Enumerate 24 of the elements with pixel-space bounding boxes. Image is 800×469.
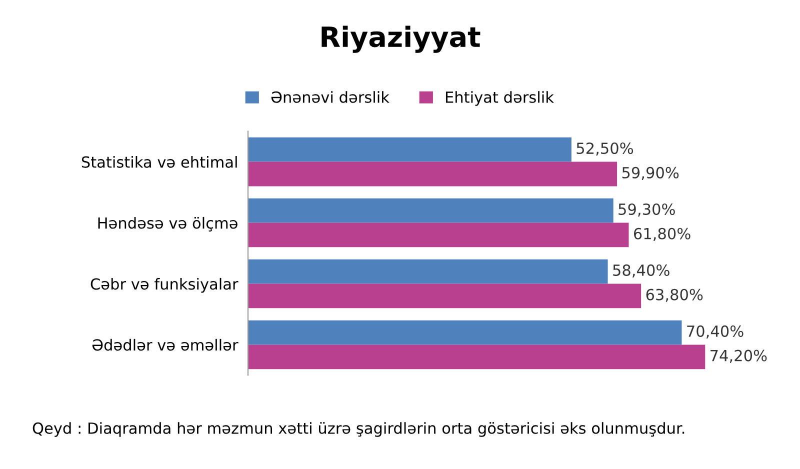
bar — [248, 222, 629, 248]
y-tick-label: Ədədlər və əməllər — [92, 338, 238, 351]
data-label: 63,80% — [646, 288, 703, 302]
data-label: 58,40% — [613, 264, 670, 278]
data-label: 74,20% — [710, 350, 767, 363]
text: Qeyd : Diaqramda hər məzmun xətti üzrə şagirdlərin orta göstəricisi əks olunmuşdur. — [32, 422, 684, 437]
bar — [248, 320, 682, 345]
bar — [248, 162, 618, 186]
data-label: 59,90% — [622, 166, 679, 180]
y-tick-label: Statistika və ehtimal — [82, 156, 237, 168]
bar — [248, 137, 572, 162]
bar — [248, 259, 608, 284]
data-label: 59,30% — [618, 203, 675, 217]
bar — [248, 198, 614, 223]
data-label: 52,50% — [576, 142, 634, 156]
data-label: 61,80% — [634, 228, 690, 241]
bar — [248, 284, 642, 308]
bar — [248, 344, 706, 370]
legend-label: Ehtiyat dərslik — [446, 91, 554, 106]
y-tick-label: Həndəsə və ölçmə — [98, 216, 238, 232]
legend-label: Ənənəvi dərslik — [271, 91, 390, 103]
y-tick-label: Cəbr və funksiyalar — [90, 278, 238, 293]
data-label: 70,40% — [687, 325, 744, 339]
chart-title: Riyaziyyat — [322, 26, 480, 53]
